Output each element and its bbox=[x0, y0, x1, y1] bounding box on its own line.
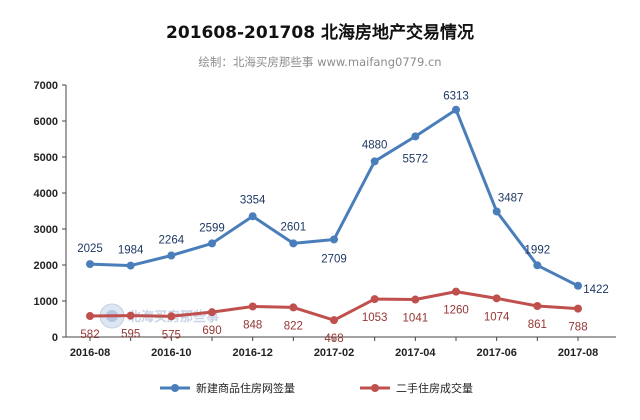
series-1-point bbox=[289, 303, 298, 312]
series-1-data-label: 595 bbox=[121, 329, 140, 341]
series-1-point bbox=[208, 308, 216, 317]
series-0-point bbox=[492, 207, 501, 216]
series-0-data-label: 4880 bbox=[362, 139, 388, 151]
y-tick-label: 6000 bbox=[34, 116, 58, 128]
series-1-point bbox=[330, 316, 338, 325]
series-0-point bbox=[533, 261, 542, 270]
series-1-data-label: 788 bbox=[568, 322, 587, 334]
y-axis-ticks: 0 1000 2000 3000 4000 5000 6000 7000 bbox=[34, 80, 66, 344]
x-tick-label: 2017-06 bbox=[476, 347, 516, 359]
series-0-data-label: 2264 bbox=[159, 234, 185, 246]
y-tick-label: 7000 bbox=[34, 80, 58, 92]
x-tick-label: 2016-08 bbox=[70, 347, 110, 359]
series-1-data-label: 582 bbox=[80, 329, 99, 341]
series-0-data-label: 3487 bbox=[498, 192, 524, 204]
series-0-data-label: 2601 bbox=[281, 221, 307, 233]
series-0-data-label: 6313 bbox=[443, 91, 469, 103]
series-0-point bbox=[289, 239, 298, 248]
series-0-data-label: 2025 bbox=[77, 243, 103, 255]
series-1-point bbox=[492, 294, 501, 303]
series-1-data-label: 575 bbox=[162, 329, 181, 341]
y-tick-label: 4000 bbox=[34, 188, 58, 200]
series-1-point bbox=[533, 302, 542, 311]
series-1-point bbox=[248, 302, 257, 311]
series-1-data-label: 1041 bbox=[403, 313, 429, 325]
chart-title: 201608-201708 北海房地产交易情况 bbox=[166, 22, 474, 43]
series-1-point bbox=[370, 295, 379, 304]
series-0-point bbox=[370, 157, 379, 166]
series-0-point bbox=[86, 260, 94, 269]
series-0-point bbox=[330, 235, 338, 244]
series-0-data-label: 5572 bbox=[403, 153, 429, 165]
y-tick-label: 0 bbox=[52, 332, 58, 344]
series-0-data-label: 2599 bbox=[199, 222, 225, 234]
series bbox=[86, 105, 582, 325]
series-0-point bbox=[167, 251, 176, 260]
legend: 新建商品住房网签量 二手住房成交量 bbox=[160, 381, 473, 395]
series-0-point bbox=[126, 261, 135, 270]
legend-swatch-marker bbox=[171, 384, 179, 392]
y-tick-label: 3000 bbox=[34, 224, 58, 236]
series-0-point bbox=[411, 132, 420, 141]
legend-label: 二手住房成交量 bbox=[396, 381, 473, 395]
x-axis-ticks: 2016-08 2016-10 2016-12 2017-02 2017-04 2017-… bbox=[70, 337, 598, 359]
series-0-data-label: 1984 bbox=[118, 245, 144, 257]
series-1-data-label: 848 bbox=[243, 319, 262, 331]
series-1-data-label: 1260 bbox=[443, 305, 469, 317]
data-labels: 2025 1984 2264 2599 3354 2601 2709 4880 5572 6313… bbox=[77, 91, 609, 345]
series-0-point bbox=[208, 239, 216, 248]
series-1-data-label: 1074 bbox=[484, 311, 510, 323]
y-tick-label: 1000 bbox=[34, 296, 58, 308]
series-0-point bbox=[574, 281, 582, 290]
series-0-data-label: 2709 bbox=[321, 253, 347, 265]
x-tick-label: 2017-02 bbox=[314, 347, 354, 359]
series-1-data-label: 861 bbox=[528, 319, 547, 331]
series-1-point bbox=[574, 304, 582, 313]
y-tick-label: 2000 bbox=[34, 260, 58, 272]
x-tick-label: 2017-04 bbox=[395, 347, 436, 359]
series-1-point bbox=[452, 287, 460, 296]
series-0-point bbox=[248, 212, 257, 221]
series-0-data-label: 3354 bbox=[240, 194, 266, 206]
series-1-point bbox=[167, 312, 176, 321]
series-1-data-label: 822 bbox=[284, 320, 303, 332]
series-1-data-label: 468 bbox=[324, 333, 343, 345]
axes bbox=[65, 85, 616, 338]
series-1-point bbox=[86, 312, 94, 321]
x-tick-label: 2017-08 bbox=[558, 347, 598, 359]
series-0-point bbox=[452, 105, 460, 114]
series-1-data-label: 690 bbox=[202, 325, 221, 337]
series-1-data-label: 1053 bbox=[362, 312, 388, 324]
series-1-point bbox=[411, 295, 420, 304]
y-tick-label: 5000 bbox=[34, 152, 58, 164]
series-0-data-label: 1422 bbox=[583, 284, 609, 296]
chart-subtitle: 绘制：北海买房那些事 www.maifang0779.cn bbox=[198, 55, 441, 69]
legend-label: 新建商品住房网签量 bbox=[196, 381, 295, 395]
legend-swatch-marker bbox=[371, 384, 379, 392]
series-1-point bbox=[126, 311, 135, 320]
x-tick-label: 2016-12 bbox=[232, 347, 272, 359]
x-tick-label: 2016-10 bbox=[151, 347, 191, 359]
series-0-data-label: 1992 bbox=[525, 244, 551, 256]
